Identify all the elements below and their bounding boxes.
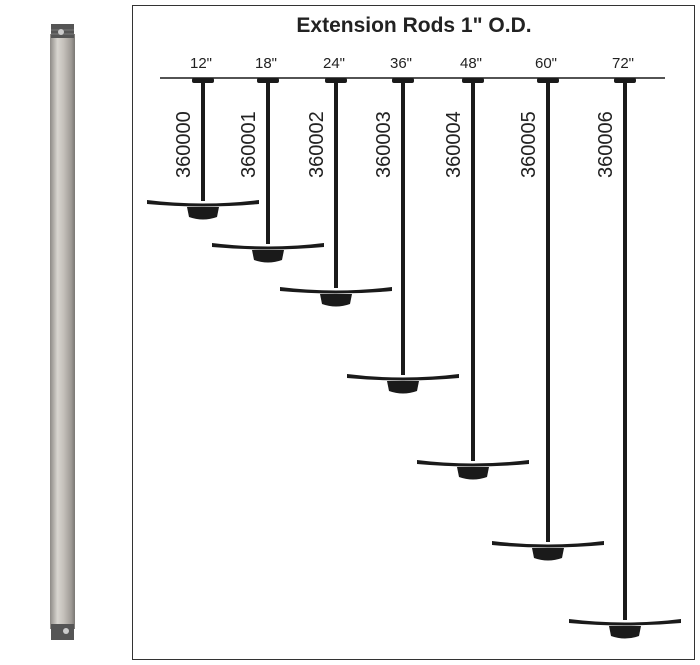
part-number-label: 360003 bbox=[373, 111, 395, 178]
part-number-label: 360001 bbox=[238, 111, 260, 178]
rod-line bbox=[471, 82, 475, 461]
rod-2: 24" 360002 bbox=[280, 55, 392, 307]
rod-5: 60" 360005 bbox=[492, 55, 604, 561]
rod-line bbox=[201, 82, 205, 201]
mount-bracket bbox=[257, 78, 279, 83]
fan-blades bbox=[569, 619, 681, 626]
mount-bracket bbox=[462, 78, 484, 83]
mount-bracket bbox=[392, 78, 414, 83]
rod-length-label: 72" bbox=[612, 55, 634, 72]
rod-line bbox=[334, 82, 338, 288]
rod-4: 48" 360004 bbox=[417, 55, 529, 480]
rod-line bbox=[266, 82, 270, 244]
rod-3: 36" 360003 bbox=[347, 55, 459, 394]
fan-motor-housing bbox=[320, 294, 352, 307]
rod-length-label: 24" bbox=[323, 55, 345, 72]
part-number-label: 360005 bbox=[518, 111, 540, 178]
part-number-label: 360000 bbox=[173, 111, 195, 178]
rod-0: 12" 360000 bbox=[147, 55, 259, 220]
fan-motor-housing bbox=[187, 207, 219, 220]
rod-1: 18" 360001 bbox=[212, 55, 324, 263]
fan-blades bbox=[347, 374, 459, 381]
mount-bracket bbox=[192, 78, 214, 83]
rod-line bbox=[546, 82, 550, 542]
diagram-frame bbox=[132, 5, 695, 660]
rod-length-label: 12" bbox=[190, 55, 212, 72]
rod-length-label: 60" bbox=[535, 55, 557, 72]
fan-blades bbox=[212, 243, 324, 250]
mount-bracket bbox=[614, 78, 636, 83]
extension-rod-photo bbox=[50, 24, 75, 640]
diagram-title: Extension Rods 1" O.D. bbox=[296, 14, 531, 37]
fan-blades bbox=[417, 460, 529, 467]
mount-bracket bbox=[537, 78, 559, 83]
fan-blades bbox=[280, 287, 392, 294]
fan-motor-housing bbox=[457, 467, 489, 480]
fan-motor-housing bbox=[609, 626, 641, 639]
rod-line bbox=[623, 82, 627, 620]
fan-motor-housing bbox=[532, 548, 564, 561]
fan-blades bbox=[147, 200, 259, 207]
part-number-label: 360004 bbox=[443, 111, 465, 178]
rod-6: 72" 360006 bbox=[569, 55, 681, 639]
fan-motor-housing bbox=[387, 381, 419, 394]
rod-line bbox=[401, 82, 405, 375]
mount-bracket bbox=[325, 78, 347, 83]
fan-motor-housing bbox=[252, 250, 284, 263]
rod-length-label: 18" bbox=[255, 55, 277, 72]
fan-blades bbox=[492, 541, 604, 548]
rod-length-label: 48" bbox=[460, 55, 482, 72]
part-number-label: 360006 bbox=[595, 111, 617, 178]
rod-length-label: 36" bbox=[390, 55, 412, 72]
part-number-label: 360002 bbox=[306, 111, 328, 178]
